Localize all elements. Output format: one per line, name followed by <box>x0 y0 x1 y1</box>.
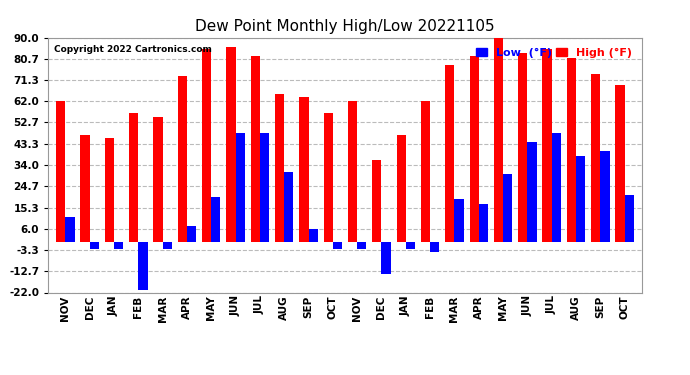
Bar <box>591 74 600 242</box>
Bar <box>275 94 284 242</box>
Bar <box>518 54 527 242</box>
Bar <box>372 160 382 242</box>
Bar <box>421 101 430 242</box>
Bar <box>138 242 148 290</box>
Bar <box>494 38 503 242</box>
Bar <box>90 242 99 249</box>
Legend: Low  (°F), High (°F): Low (°F), High (°F) <box>472 43 636 62</box>
Bar <box>324 112 333 242</box>
Bar <box>566 58 576 242</box>
Bar <box>202 49 211 242</box>
Bar <box>153 117 163 242</box>
Bar <box>615 86 624 242</box>
Text: Copyright 2022 Cartronics.com: Copyright 2022 Cartronics.com <box>55 45 212 54</box>
Bar <box>624 195 634 242</box>
Bar <box>348 101 357 242</box>
Bar <box>357 242 366 249</box>
Bar <box>187 226 196 242</box>
Bar <box>81 135 90 242</box>
Bar <box>406 242 415 249</box>
Bar <box>235 133 245 242</box>
Bar <box>250 56 260 242</box>
Bar <box>469 56 479 242</box>
Bar <box>552 133 561 242</box>
Bar <box>105 138 114 242</box>
Bar <box>382 242 391 274</box>
Bar <box>445 65 455 242</box>
Bar <box>299 97 308 242</box>
Title: Dew Point Monthly High/Low 20221105: Dew Point Monthly High/Low 20221105 <box>195 18 495 33</box>
Bar <box>333 242 342 249</box>
Bar <box>178 76 187 242</box>
Bar <box>114 242 124 249</box>
Bar <box>542 49 552 242</box>
Bar <box>211 197 221 242</box>
Bar <box>576 156 585 242</box>
Bar <box>284 172 293 242</box>
Bar <box>56 101 66 242</box>
Bar <box>430 242 440 252</box>
Bar <box>260 133 269 242</box>
Bar <box>226 46 235 242</box>
Bar <box>397 135 406 242</box>
Bar <box>527 142 537 242</box>
Bar <box>66 217 75 242</box>
Bar <box>129 112 138 242</box>
Bar <box>455 199 464 242</box>
Bar <box>308 229 318 242</box>
Bar <box>503 174 512 242</box>
Bar <box>479 204 488 242</box>
Bar <box>600 152 609 242</box>
Bar <box>163 242 172 249</box>
